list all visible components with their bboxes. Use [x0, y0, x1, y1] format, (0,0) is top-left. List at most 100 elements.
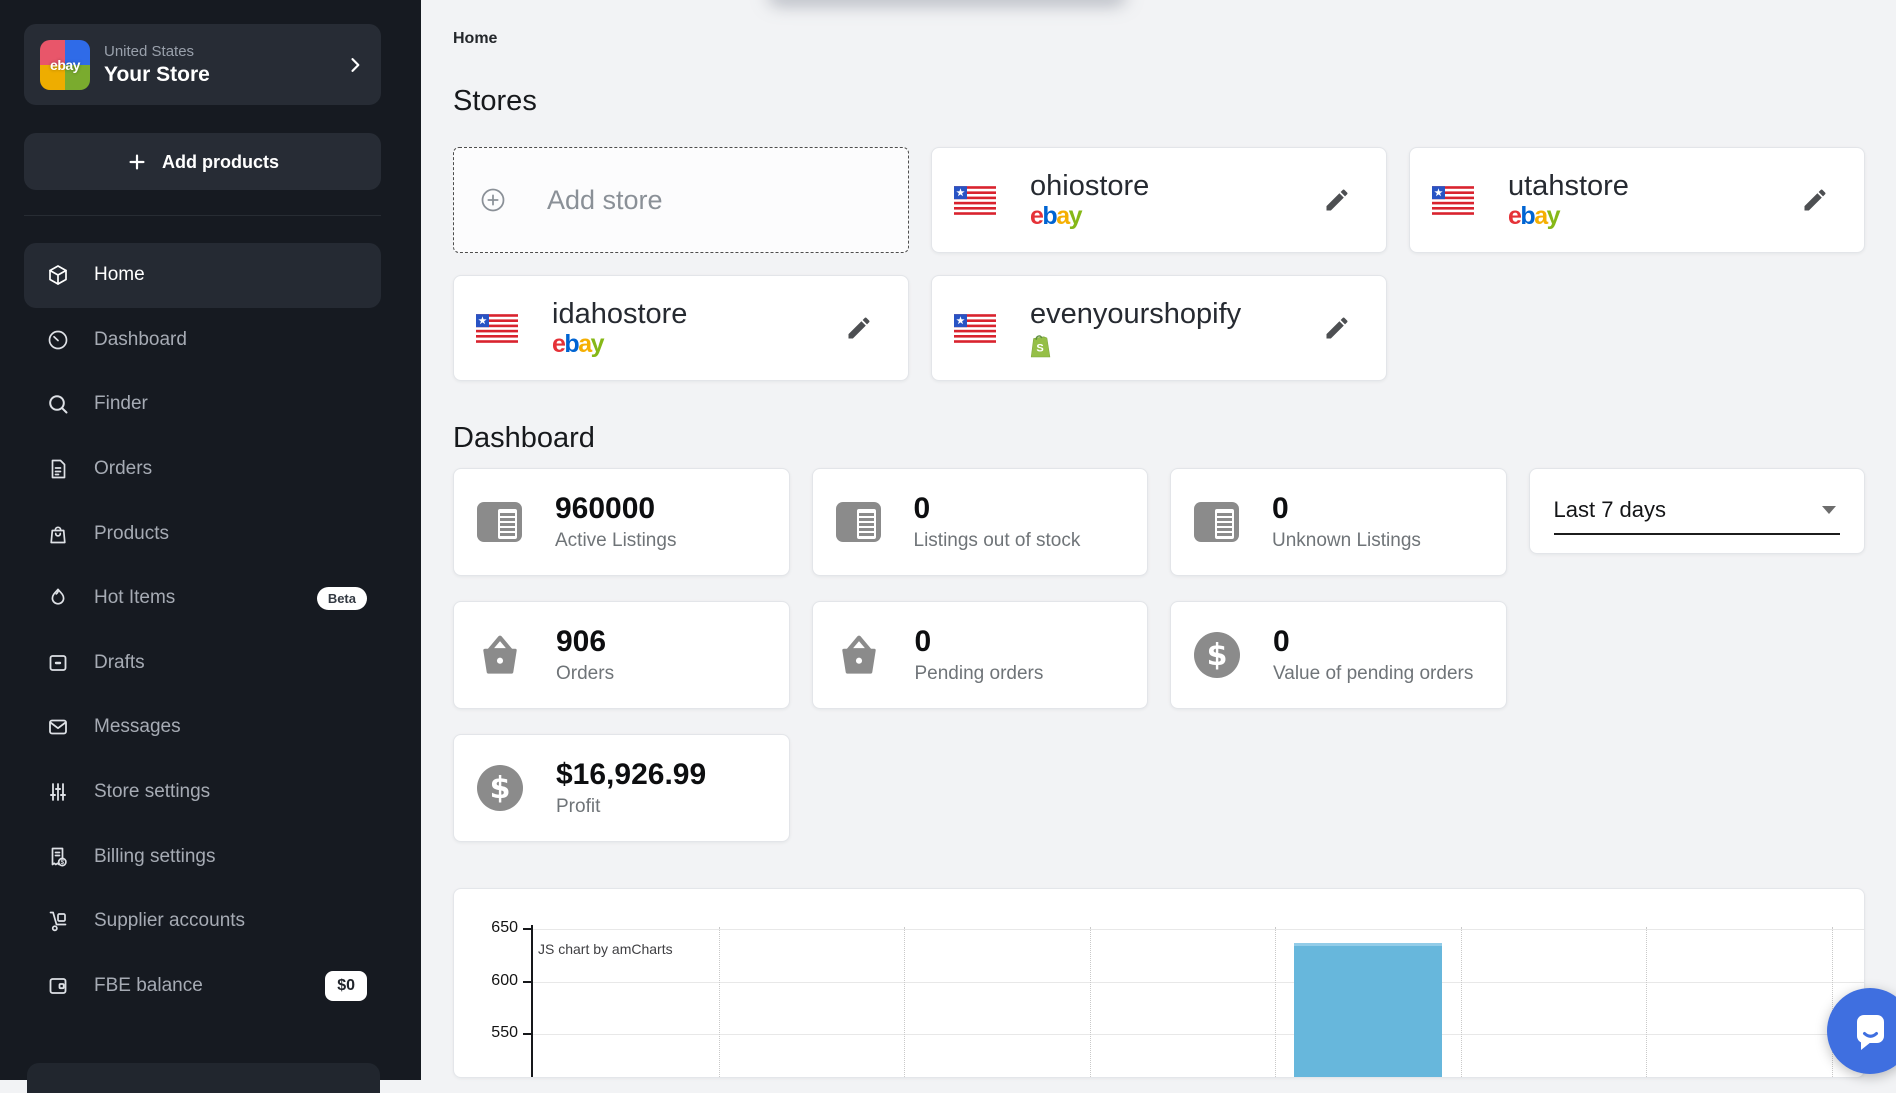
main-content: Home Stores Add store ohiostore ebay uta…	[421, 0, 1896, 1078]
store-card-utahstore[interactable]: utahstore ebay	[1409, 147, 1865, 253]
flame-icon	[46, 586, 70, 610]
sidebar-item-fbe-balance[interactable]: FBE balance $0	[24, 954, 381, 1019]
sidebar-item-supplier-accounts[interactable]: Supplier accounts	[24, 889, 381, 954]
stat-label: Value of pending orders	[1273, 663, 1473, 685]
sidebar: ebay United States Your Store Add produc…	[0, 0, 421, 1080]
stores-grid: Add store ohiostore ebay utahstore ebay	[453, 147, 1865, 381]
sidebar-item-drafts[interactable]: Drafts	[24, 631, 381, 696]
sliders-icon	[46, 780, 70, 804]
store-card-evenyourshopify[interactable]: evenyourshopify S	[931, 275, 1387, 381]
liberia-flag-icon	[954, 186, 996, 215]
liberia-flag-icon	[954, 314, 996, 343]
sidebar-item-label: Billing settings	[94, 846, 215, 868]
breadcrumb[interactable]: Home	[453, 30, 497, 48]
stat-card-pending-orders: 0 Pending orders	[812, 601, 1149, 709]
sidebar-item-label: Finder	[94, 393, 148, 415]
sidebar-nav: Home Dashboard Finder Orders Products Ho…	[24, 243, 381, 1018]
hand-truck-icon	[46, 909, 70, 933]
ebay-logo: ebay	[552, 332, 845, 357]
stat-value: 0	[914, 493, 1081, 525]
edit-pencil-icon[interactable]	[845, 314, 873, 342]
plus-icon	[126, 151, 148, 173]
search-icon	[46, 392, 70, 416]
sidebar-item-home[interactable]: Home	[24, 243, 381, 308]
edit-pencil-icon[interactable]	[1323, 186, 1351, 214]
add-products-button[interactable]: Add products	[24, 133, 381, 190]
dollar-circle-icon	[1194, 632, 1240, 678]
store-card-idahostore[interactable]: idahostore ebay	[453, 275, 909, 381]
edit-pencil-icon[interactable]	[1323, 314, 1351, 342]
sidebar-item-label: Drafts	[94, 652, 145, 674]
caret-down-icon	[1822, 506, 1836, 514]
stat-value: 960000	[555, 493, 676, 525]
wallet-icon	[46, 974, 70, 998]
stat-label: Unknown Listings	[1272, 530, 1421, 552]
stat-label: Pending orders	[915, 663, 1044, 685]
store-card-name: evenyourshopify	[1030, 299, 1323, 330]
store-card-ohiostore[interactable]: ohiostore ebay	[931, 147, 1387, 253]
shopify-icon: S	[1030, 333, 1051, 358]
sidebar-item-finder[interactable]: Finder	[24, 372, 381, 437]
ebay-logo-text: ebay	[50, 57, 80, 73]
stores-title: Stores	[453, 84, 1865, 118]
store-country: United States	[104, 43, 345, 60]
stat-card-value-of-pending-orders: 0 Value of pending orders	[1170, 601, 1507, 709]
ebay-logo: ebay	[1508, 204, 1801, 229]
stat-value: 0	[1273, 626, 1473, 658]
period-select[interactable]: Last 7 days	[1554, 469, 1841, 535]
sidebar-item-label: Orders	[94, 458, 152, 480]
sidebar-item-billing-settings[interactable]: $ Billing settings	[24, 824, 381, 889]
chart-bar	[1294, 943, 1442, 1077]
period-select-card: Last 7 days	[1529, 468, 1866, 554]
gauge-icon	[46, 328, 70, 352]
store-switcher-text: United States Your Store	[104, 43, 345, 87]
dashboard-title: Dashboard	[453, 421, 1865, 455]
listing-icon	[477, 502, 522, 542]
chevron-right-icon	[345, 55, 365, 75]
stat-value: 0	[915, 626, 1044, 658]
draft-square-icon	[46, 651, 70, 675]
sidebar-item-label: Products	[94, 523, 169, 545]
receipt-dollar-icon: $	[46, 845, 70, 869]
stat-value: 906	[556, 626, 614, 658]
fbe-balance-badge: $0	[325, 971, 367, 1001]
stat-card-orders: 906 Orders	[453, 601, 790, 709]
basket-icon	[836, 634, 882, 676]
stat-label: Listings out of stock	[914, 530, 1081, 552]
sidebar-divider	[24, 215, 381, 216]
add-products-label: Add products	[162, 153, 279, 171]
stat-label: Profit	[556, 796, 706, 818]
sidebar-item-label: Hot Items	[94, 587, 175, 609]
period-select-value: Last 7 days	[1554, 497, 1667, 523]
sidebar-item-store-settings[interactable]: Store settings	[24, 760, 381, 825]
sidebar-item-orders[interactable]: Orders	[24, 437, 381, 502]
add-store-label: Add store	[547, 185, 663, 216]
sidebar-item-label: Supplier accounts	[94, 910, 245, 932]
svg-text:S: S	[1036, 342, 1043, 354]
sidebar-item-dashboard[interactable]: Dashboard	[24, 308, 381, 373]
stat-label: Orders	[556, 663, 614, 685]
chat-bubble-icon	[1848, 1008, 1892, 1054]
add-store-button[interactable]: Add store	[453, 147, 909, 253]
sidebar-item-messages[interactable]: Messages	[24, 695, 381, 760]
sidebar-item-label: FBE balance	[94, 975, 203, 997]
dollar-circle-icon	[477, 765, 523, 811]
sidebar-item-label: Home	[94, 264, 145, 286]
store-card-name: utahstore	[1508, 171, 1801, 202]
store-card-name: idahostore	[552, 299, 845, 330]
ebay-logo: ebay	[1030, 204, 1323, 229]
sidebar-item-products[interactable]: Products	[24, 501, 381, 566]
sidebar-item-hot-items[interactable]: Hot Items Beta	[24, 566, 381, 631]
envelope-icon	[46, 715, 70, 739]
listing-icon	[1194, 502, 1239, 542]
store-switcher[interactable]: ebay United States Your Store	[24, 24, 381, 105]
sidebar-item-label: Store settings	[94, 781, 210, 803]
edit-pencil-icon[interactable]	[1801, 186, 1829, 214]
